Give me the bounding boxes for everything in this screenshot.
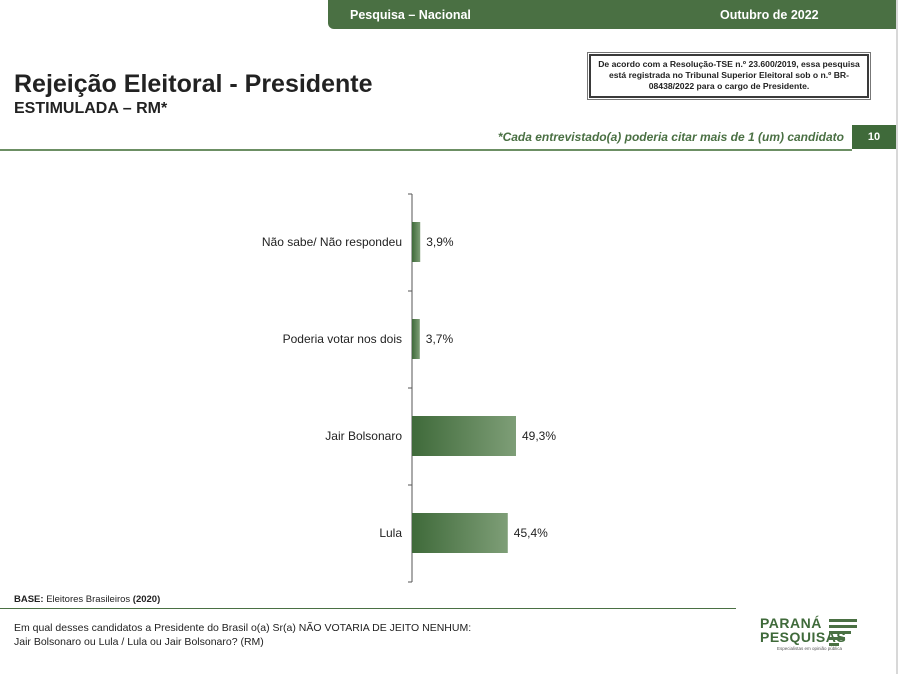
bar	[412, 513, 508, 553]
category-label: Não sabe/ Não respondeu	[262, 235, 402, 249]
bar	[412, 416, 516, 456]
bar	[412, 222, 421, 262]
question-line-2: Jair Bolsonaro ou Lula / Lula ou Jair Bo…	[14, 636, 264, 648]
category-label: Jair Bolsonaro	[325, 429, 402, 443]
logo-stripes-icon	[829, 619, 857, 646]
rejection-bar-chart: Não sabe/ Não respondeu 3,9% Poderia votar…	[262, 193, 556, 583]
survey-scope: Pesquisa – Nacional	[350, 8, 471, 22]
base-text: Eleitores Brasileiros	[43, 594, 133, 605]
value-label: 3,7%	[426, 332, 454, 346]
value-label: 49,3%	[522, 429, 556, 443]
parana-pesquisas-logo: PARANÁ PESQUISAS Especialistas em opiniã…	[757, 615, 867, 655]
survey-question: Em qual desses candidatos a Presidente d…	[14, 621, 574, 649]
category-label: Lula	[379, 526, 402, 540]
header-divider	[0, 149, 852, 151]
survey-date: Outubro de 2022	[720, 8, 819, 22]
value-label: 45,4%	[514, 526, 548, 540]
footer-divider	[0, 608, 736, 609]
multiple-mention-note: *Cada entrevistado(a) poderia citar mais…	[497, 130, 844, 144]
page-title: Rejeição Eleitoral - Presidente	[14, 70, 373, 98]
page-subtitle: ESTIMULADA – RM*	[14, 100, 168, 117]
tse-registration-note: De acordo com a Resolução-TSE n.º 23.600…	[587, 52, 871, 100]
bar	[412, 319, 420, 359]
question-line-1: Em qual desses candidatos a Presidente d…	[14, 622, 472, 634]
category-label: Poderia votar nos dois	[283, 332, 402, 346]
base-label: BASE:	[14, 594, 44, 605]
base-note: BASE: Eleitores Brasileiros (2020)	[14, 594, 160, 605]
page-edge-rule	[896, 0, 898, 674]
base-count: (2020)	[132, 594, 161, 605]
page-number: 10	[852, 125, 896, 149]
header-bar: Pesquisa – Nacional Outubro de 2022	[328, 0, 896, 29]
value-label: 3,9%	[426, 235, 454, 249]
